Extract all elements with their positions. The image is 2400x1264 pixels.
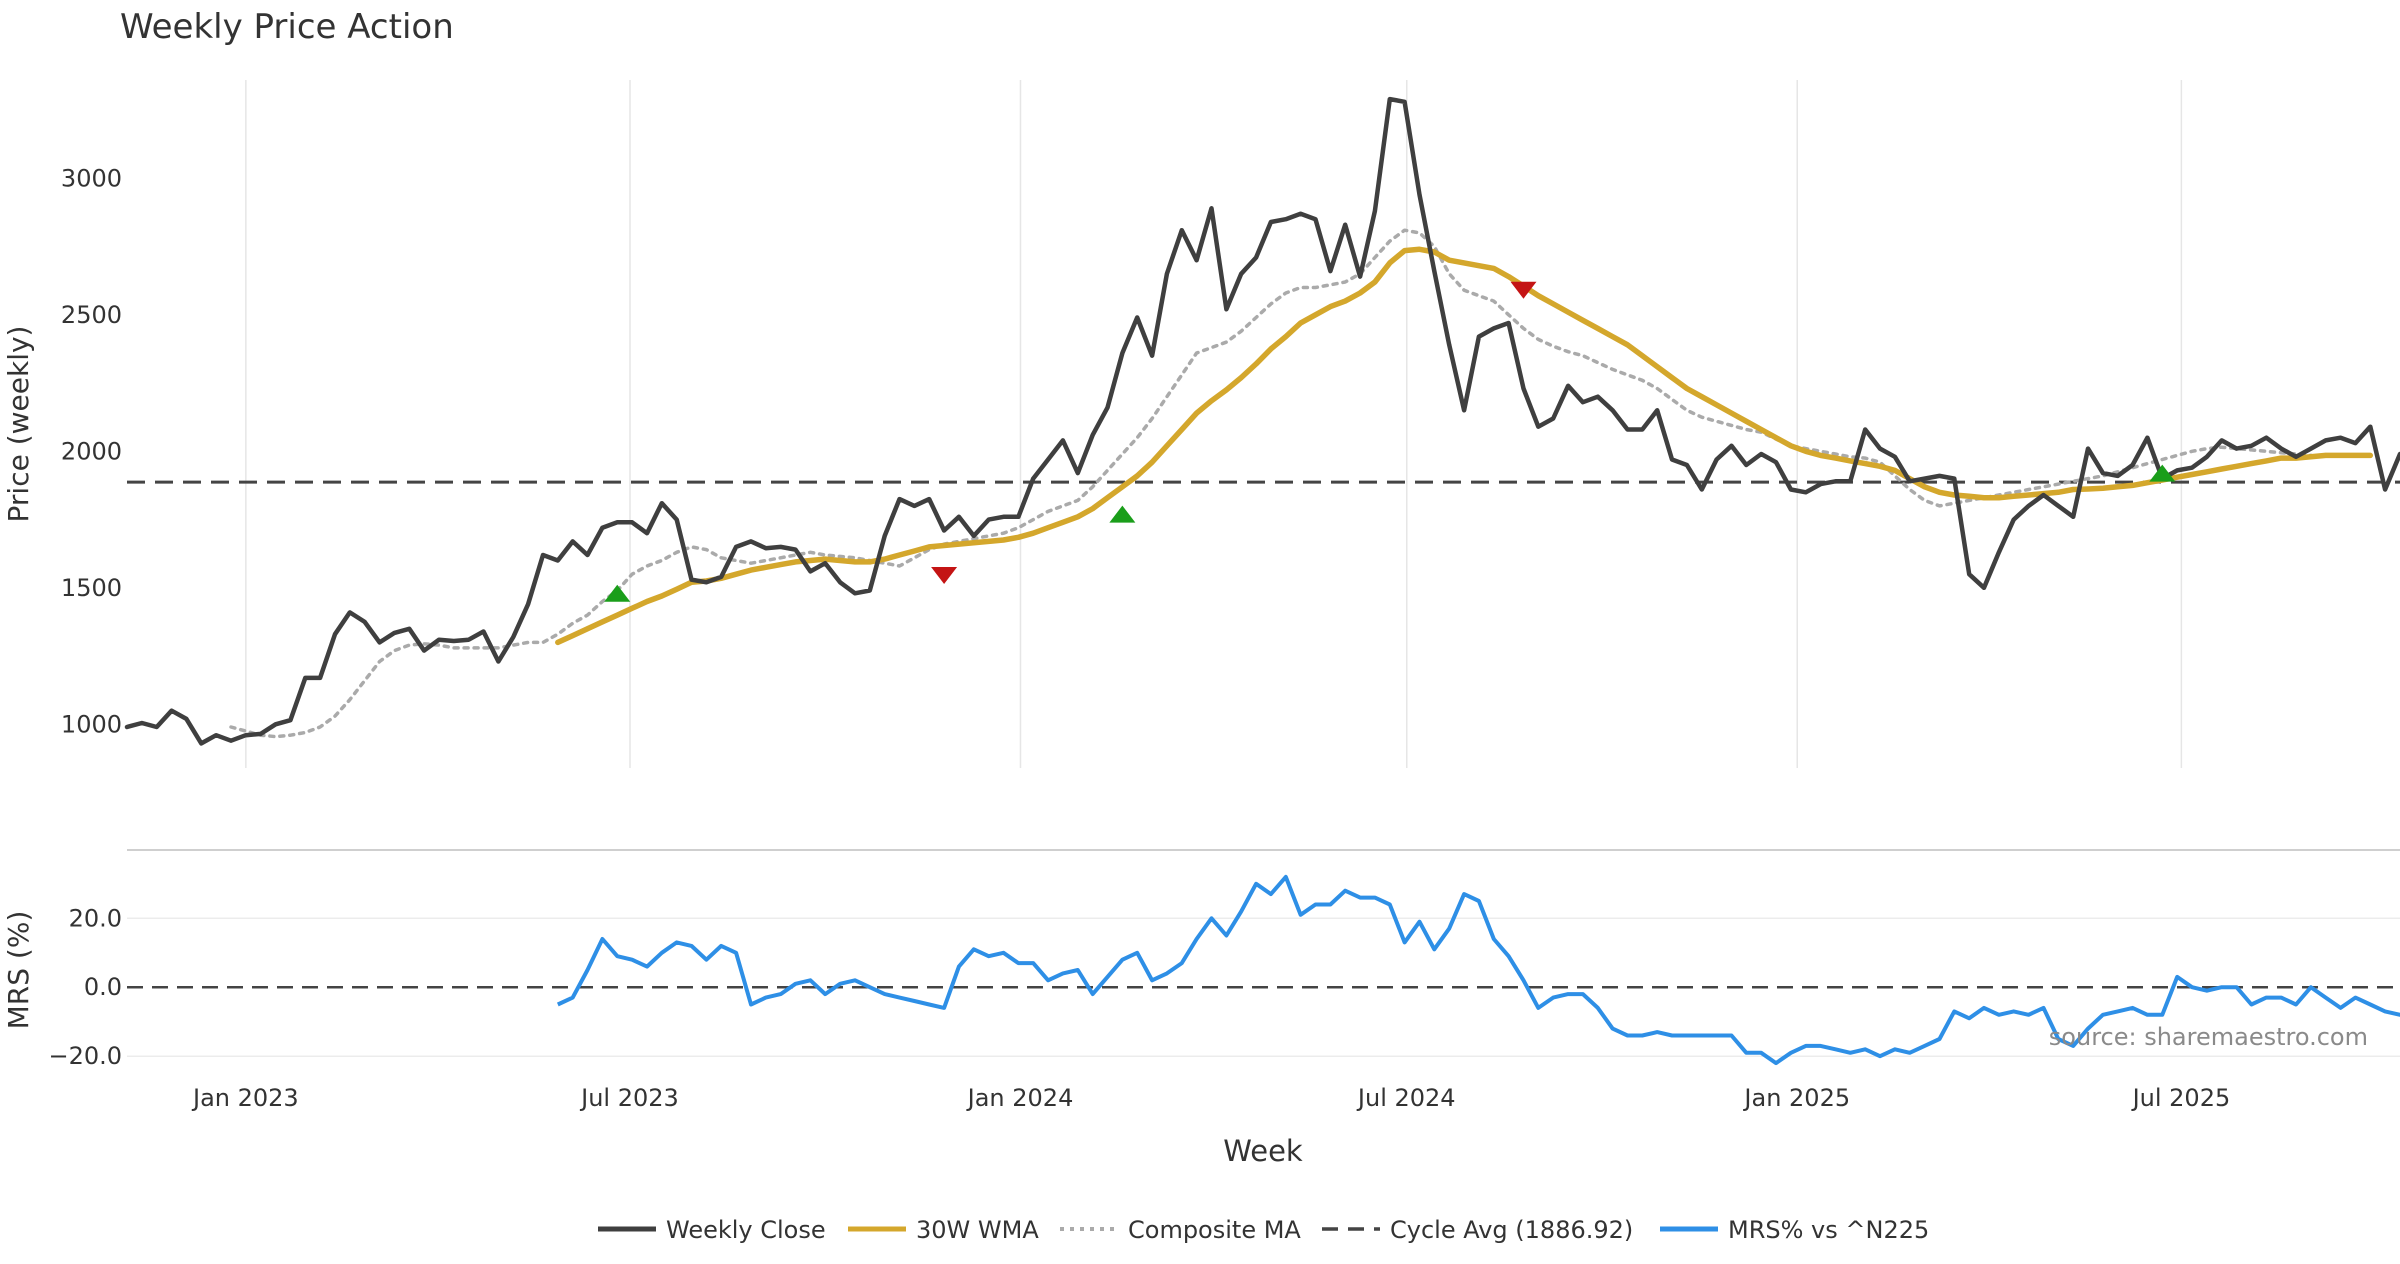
mrs-y-axis-label: MRS (%) [2,911,35,1030]
x-tick-label: Jul 2024 [1356,1084,1456,1112]
x-tick-label: Jul 2025 [2131,1084,2231,1112]
x-axis-label: Week [1223,1134,1303,1168]
x-tick-label: Jul 2023 [579,1084,679,1112]
source-annotation: source: sharemaestro.com [2049,1023,2368,1051]
y-tick-label: 2500 [61,301,122,329]
mrs-y-tick-label: −20.0 [48,1042,122,1070]
legend-label: Cycle Avg (1886.92) [1390,1216,1633,1244]
legend-label: Weekly Close [666,1216,826,1244]
weekly-close-line [124,96,2400,746]
mrs-line [556,874,2400,1066]
buy-signal-marker [2149,464,2176,482]
mrs-y-tick-label: 20.0 [69,904,122,932]
buy-signal-marker [1109,505,1136,523]
x-tick-label: Jan 2023 [191,1084,299,1112]
legend-label: Composite MA [1128,1216,1301,1244]
legend-label: 30W WMA [916,1216,1039,1244]
legend-label: MRS% vs ^N225 [1728,1216,1929,1244]
chart-title: Weekly Price Action [120,7,454,47]
y-axis-label: Price (weekly) [2,326,35,523]
sell-signal-marker [1510,281,1537,299]
wma-30w-line [555,246,2374,646]
y-tick-label: 2000 [61,437,122,465]
legend: Weekly Close 30W WMA Composite MA Cycle Avg… [598,1216,1929,1244]
y-tick-label: 1500 [61,574,122,602]
x-tick-label: Jan 2024 [966,1084,1074,1112]
mrs-y-tick-label: 0.0 [84,973,122,1001]
sell-signal-marker [931,567,958,585]
buy-signal-marker [604,584,631,602]
composite-ma-line [229,228,2313,739]
y-tick-label: 1000 [61,710,122,738]
x-tick-label: Jan 2025 [1742,1084,1850,1112]
y-tick-label: 3000 [61,164,122,192]
